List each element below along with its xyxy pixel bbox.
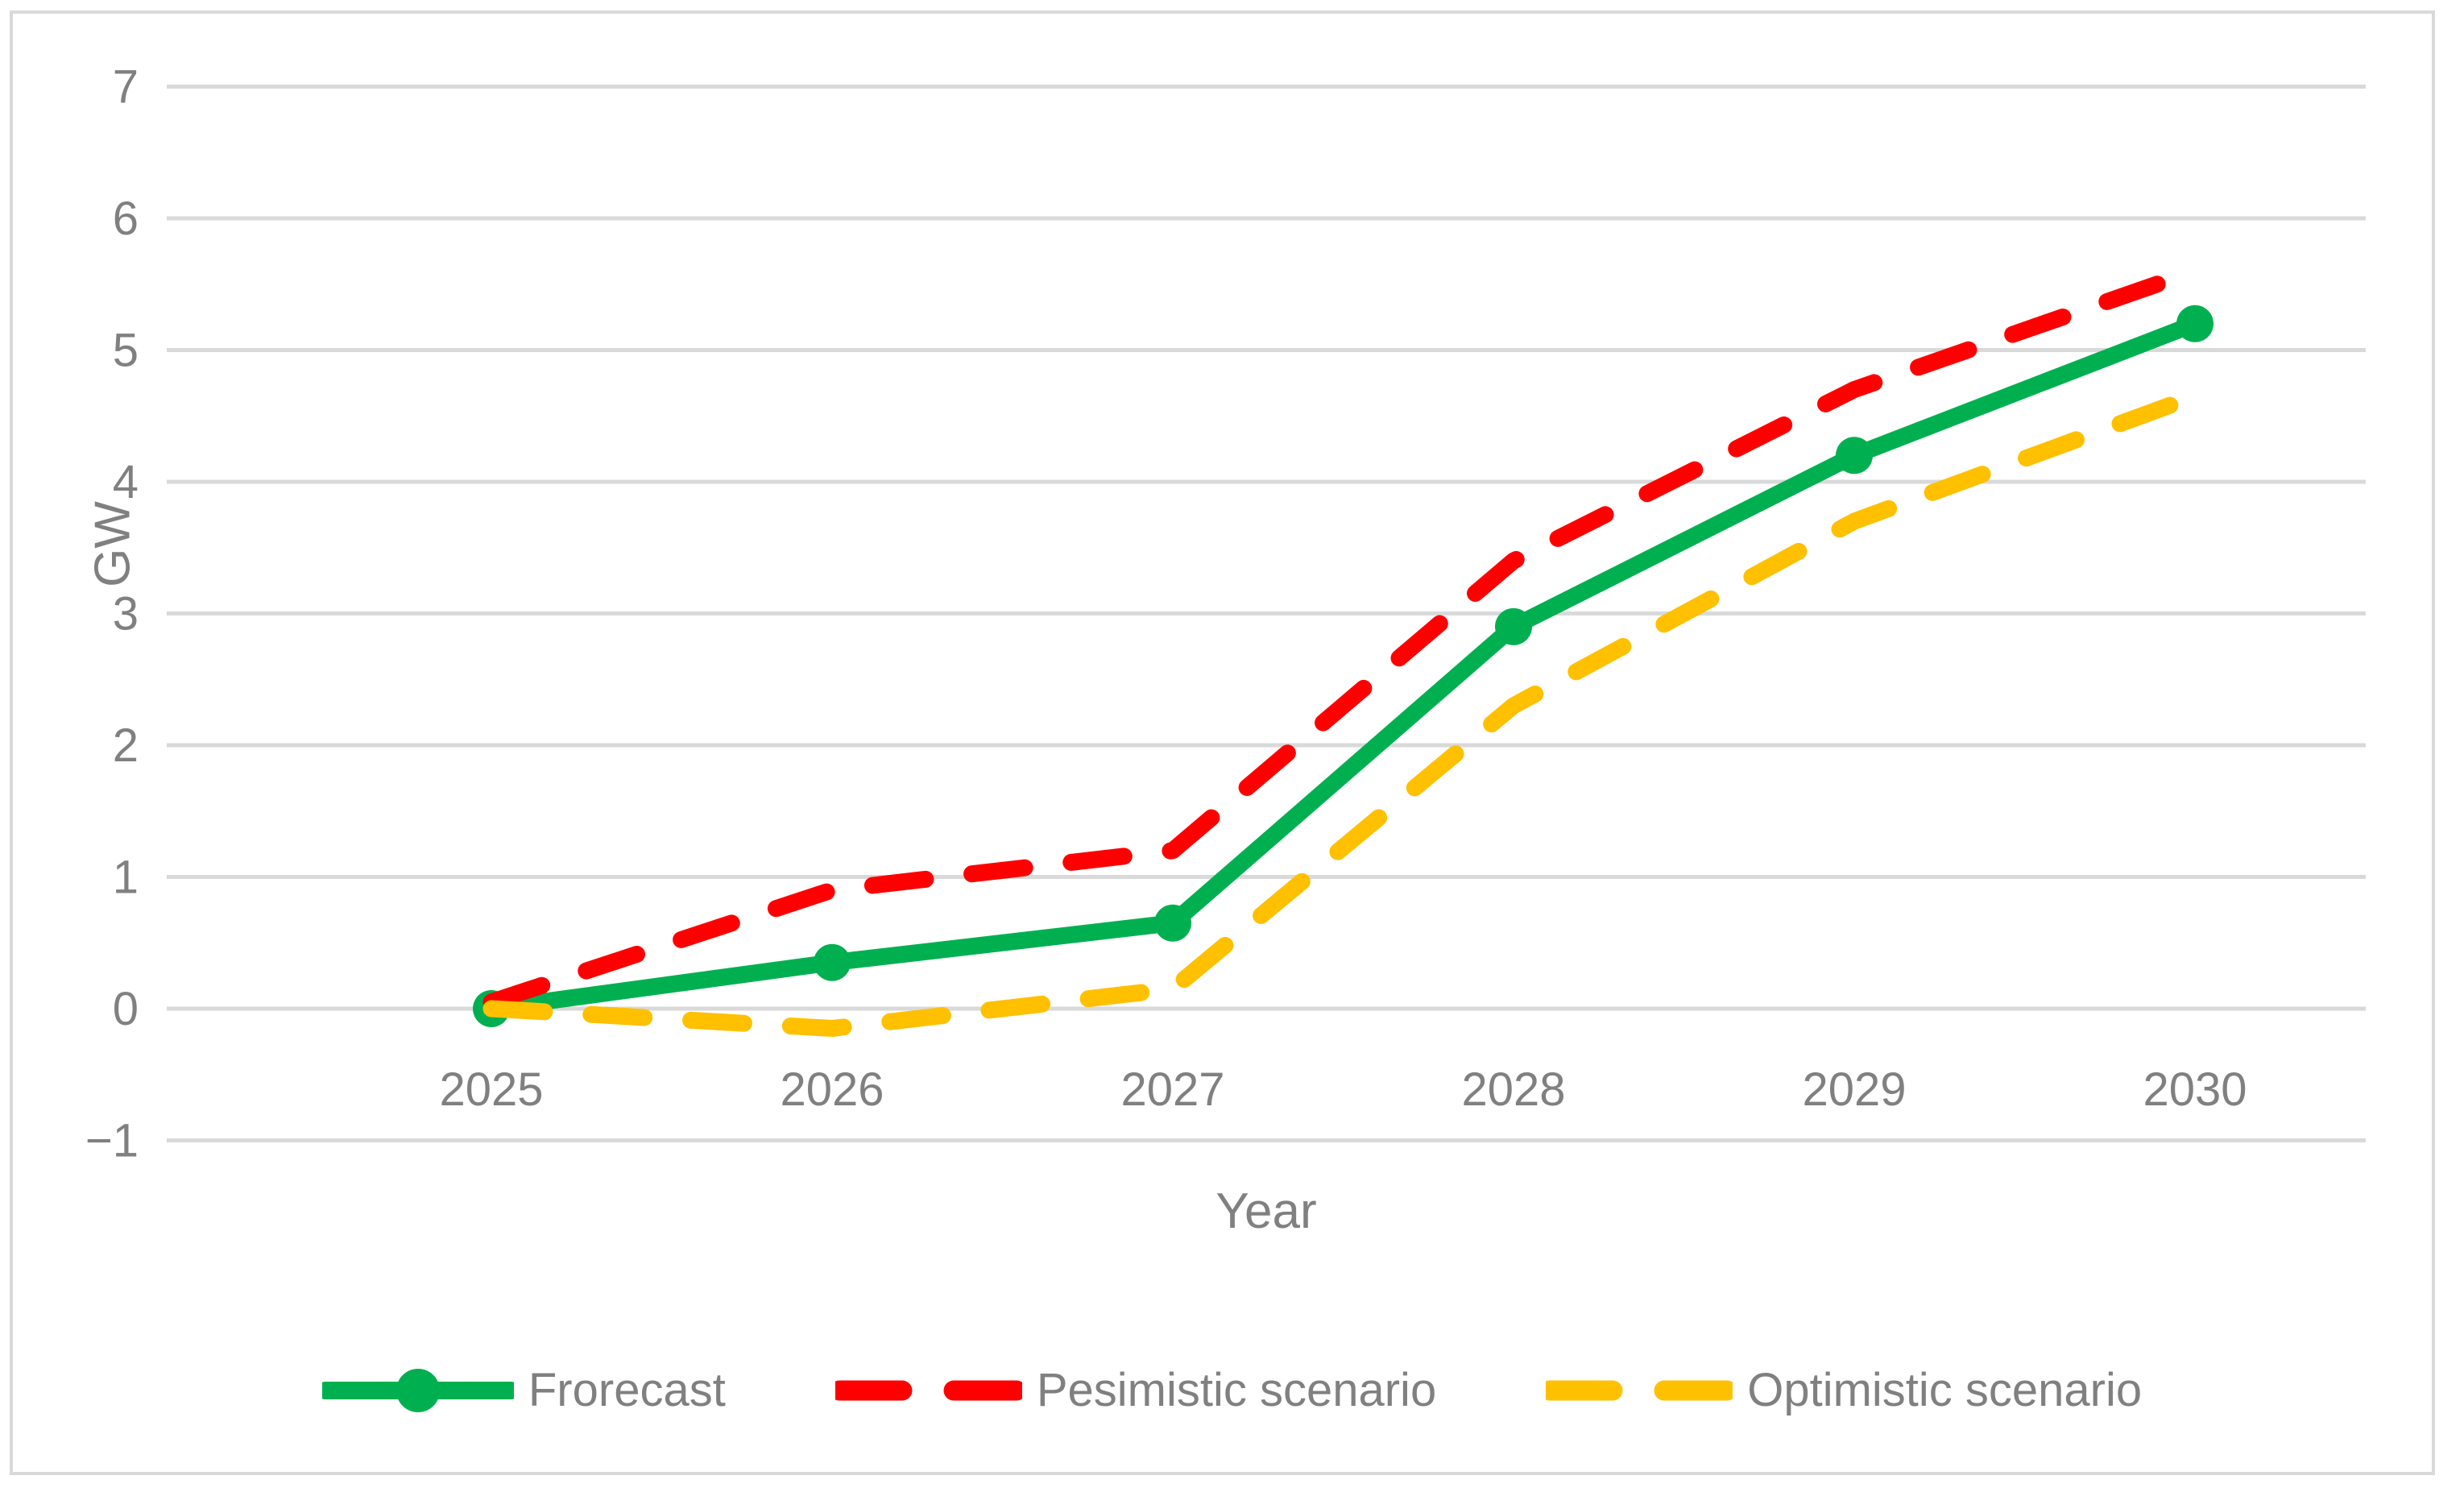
y-tick-label: 0 [113,983,139,1035]
optimistic-dashed-line-icon [1546,1380,1733,1400]
x-tick-label: 2028 [1461,1063,1565,1116]
series-line-1 [482,262,2204,1011]
y-tick-label: 6 [113,193,139,245]
data-point-marker-0 [1836,437,1873,475]
y-tick-label: −1 [85,1115,139,1167]
series-line-0 [482,315,2204,1018]
x-tick-label: 2030 [2143,1063,2247,1116]
data-point-marker-0 [1495,607,1532,645]
y-axis-title: GW [85,501,141,587]
y-tick-label: 1 [113,852,139,904]
pessimistic-dashed-line-icon [834,1380,1022,1400]
y-tick-label: 5 [113,325,139,377]
chart-outer-border [10,10,2435,1475]
y-tick-label: 3 [113,588,139,640]
data-point-marker-0 [1154,904,1191,942]
legend-label-optimistic: Optimistic scenario [1747,1364,2143,1416]
series-line-2 [482,388,2204,1038]
y-tick-label: 2 [113,719,139,772]
x-tick-label: 2029 [1802,1063,1906,1116]
x-tick-label: 2027 [1120,1063,1224,1116]
legend-label-forecast: Frorecast [528,1364,726,1416]
legend-item-optimistic: Optimistic scenario [1546,1363,2142,1417]
legend: Frorecast Pesimistic scenario Optimistic… [0,1363,2464,1417]
y-tick-label: 7 [113,61,139,114]
x-axis-title: Year [1215,1183,1317,1239]
x-tick-label: 2026 [780,1063,884,1116]
data-point-marker-0 [814,943,851,981]
legend-item-pessimistic: Pesimistic scenario [834,1363,1437,1417]
y-tick-label: 4 [113,456,139,508]
data-point-marker-0 [2176,305,2213,342]
legend-item-forecast: Frorecast [321,1363,726,1417]
x-tick-label: 2025 [439,1063,543,1116]
forecast-line-marker-icon [321,1368,514,1412]
legend-label-pessimistic: Pesimistic scenario [1036,1364,1437,1416]
